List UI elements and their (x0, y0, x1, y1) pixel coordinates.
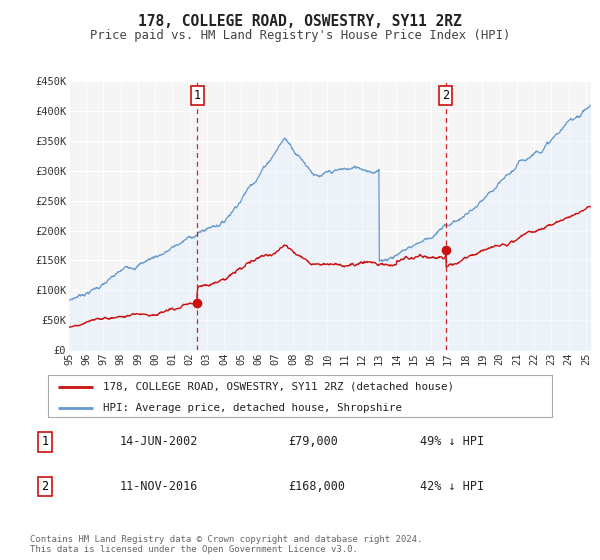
Text: 49% ↓ HPI: 49% ↓ HPI (420, 435, 484, 449)
Text: HPI: Average price, detached house, Shropshire: HPI: Average price, detached house, Shro… (103, 403, 403, 413)
Text: 1: 1 (41, 435, 49, 449)
Text: Contains HM Land Registry data © Crown copyright and database right 2024.
This d: Contains HM Land Registry data © Crown c… (30, 535, 422, 554)
Text: 42% ↓ HPI: 42% ↓ HPI (420, 480, 484, 493)
Text: 2: 2 (442, 89, 449, 102)
Text: 11-NOV-2016: 11-NOV-2016 (120, 480, 199, 493)
Text: 2: 2 (41, 480, 49, 493)
Text: 1: 1 (194, 89, 201, 102)
Text: Price paid vs. HM Land Registry's House Price Index (HPI): Price paid vs. HM Land Registry's House … (90, 29, 510, 42)
Text: 178, COLLEGE ROAD, OSWESTRY, SY11 2RZ (detached house): 178, COLLEGE ROAD, OSWESTRY, SY11 2RZ (d… (103, 382, 454, 392)
Text: 14-JUN-2002: 14-JUN-2002 (120, 435, 199, 449)
Text: £79,000: £79,000 (288, 435, 338, 449)
Text: £168,000: £168,000 (288, 480, 345, 493)
Text: 178, COLLEGE ROAD, OSWESTRY, SY11 2RZ: 178, COLLEGE ROAD, OSWESTRY, SY11 2RZ (138, 14, 462, 29)
